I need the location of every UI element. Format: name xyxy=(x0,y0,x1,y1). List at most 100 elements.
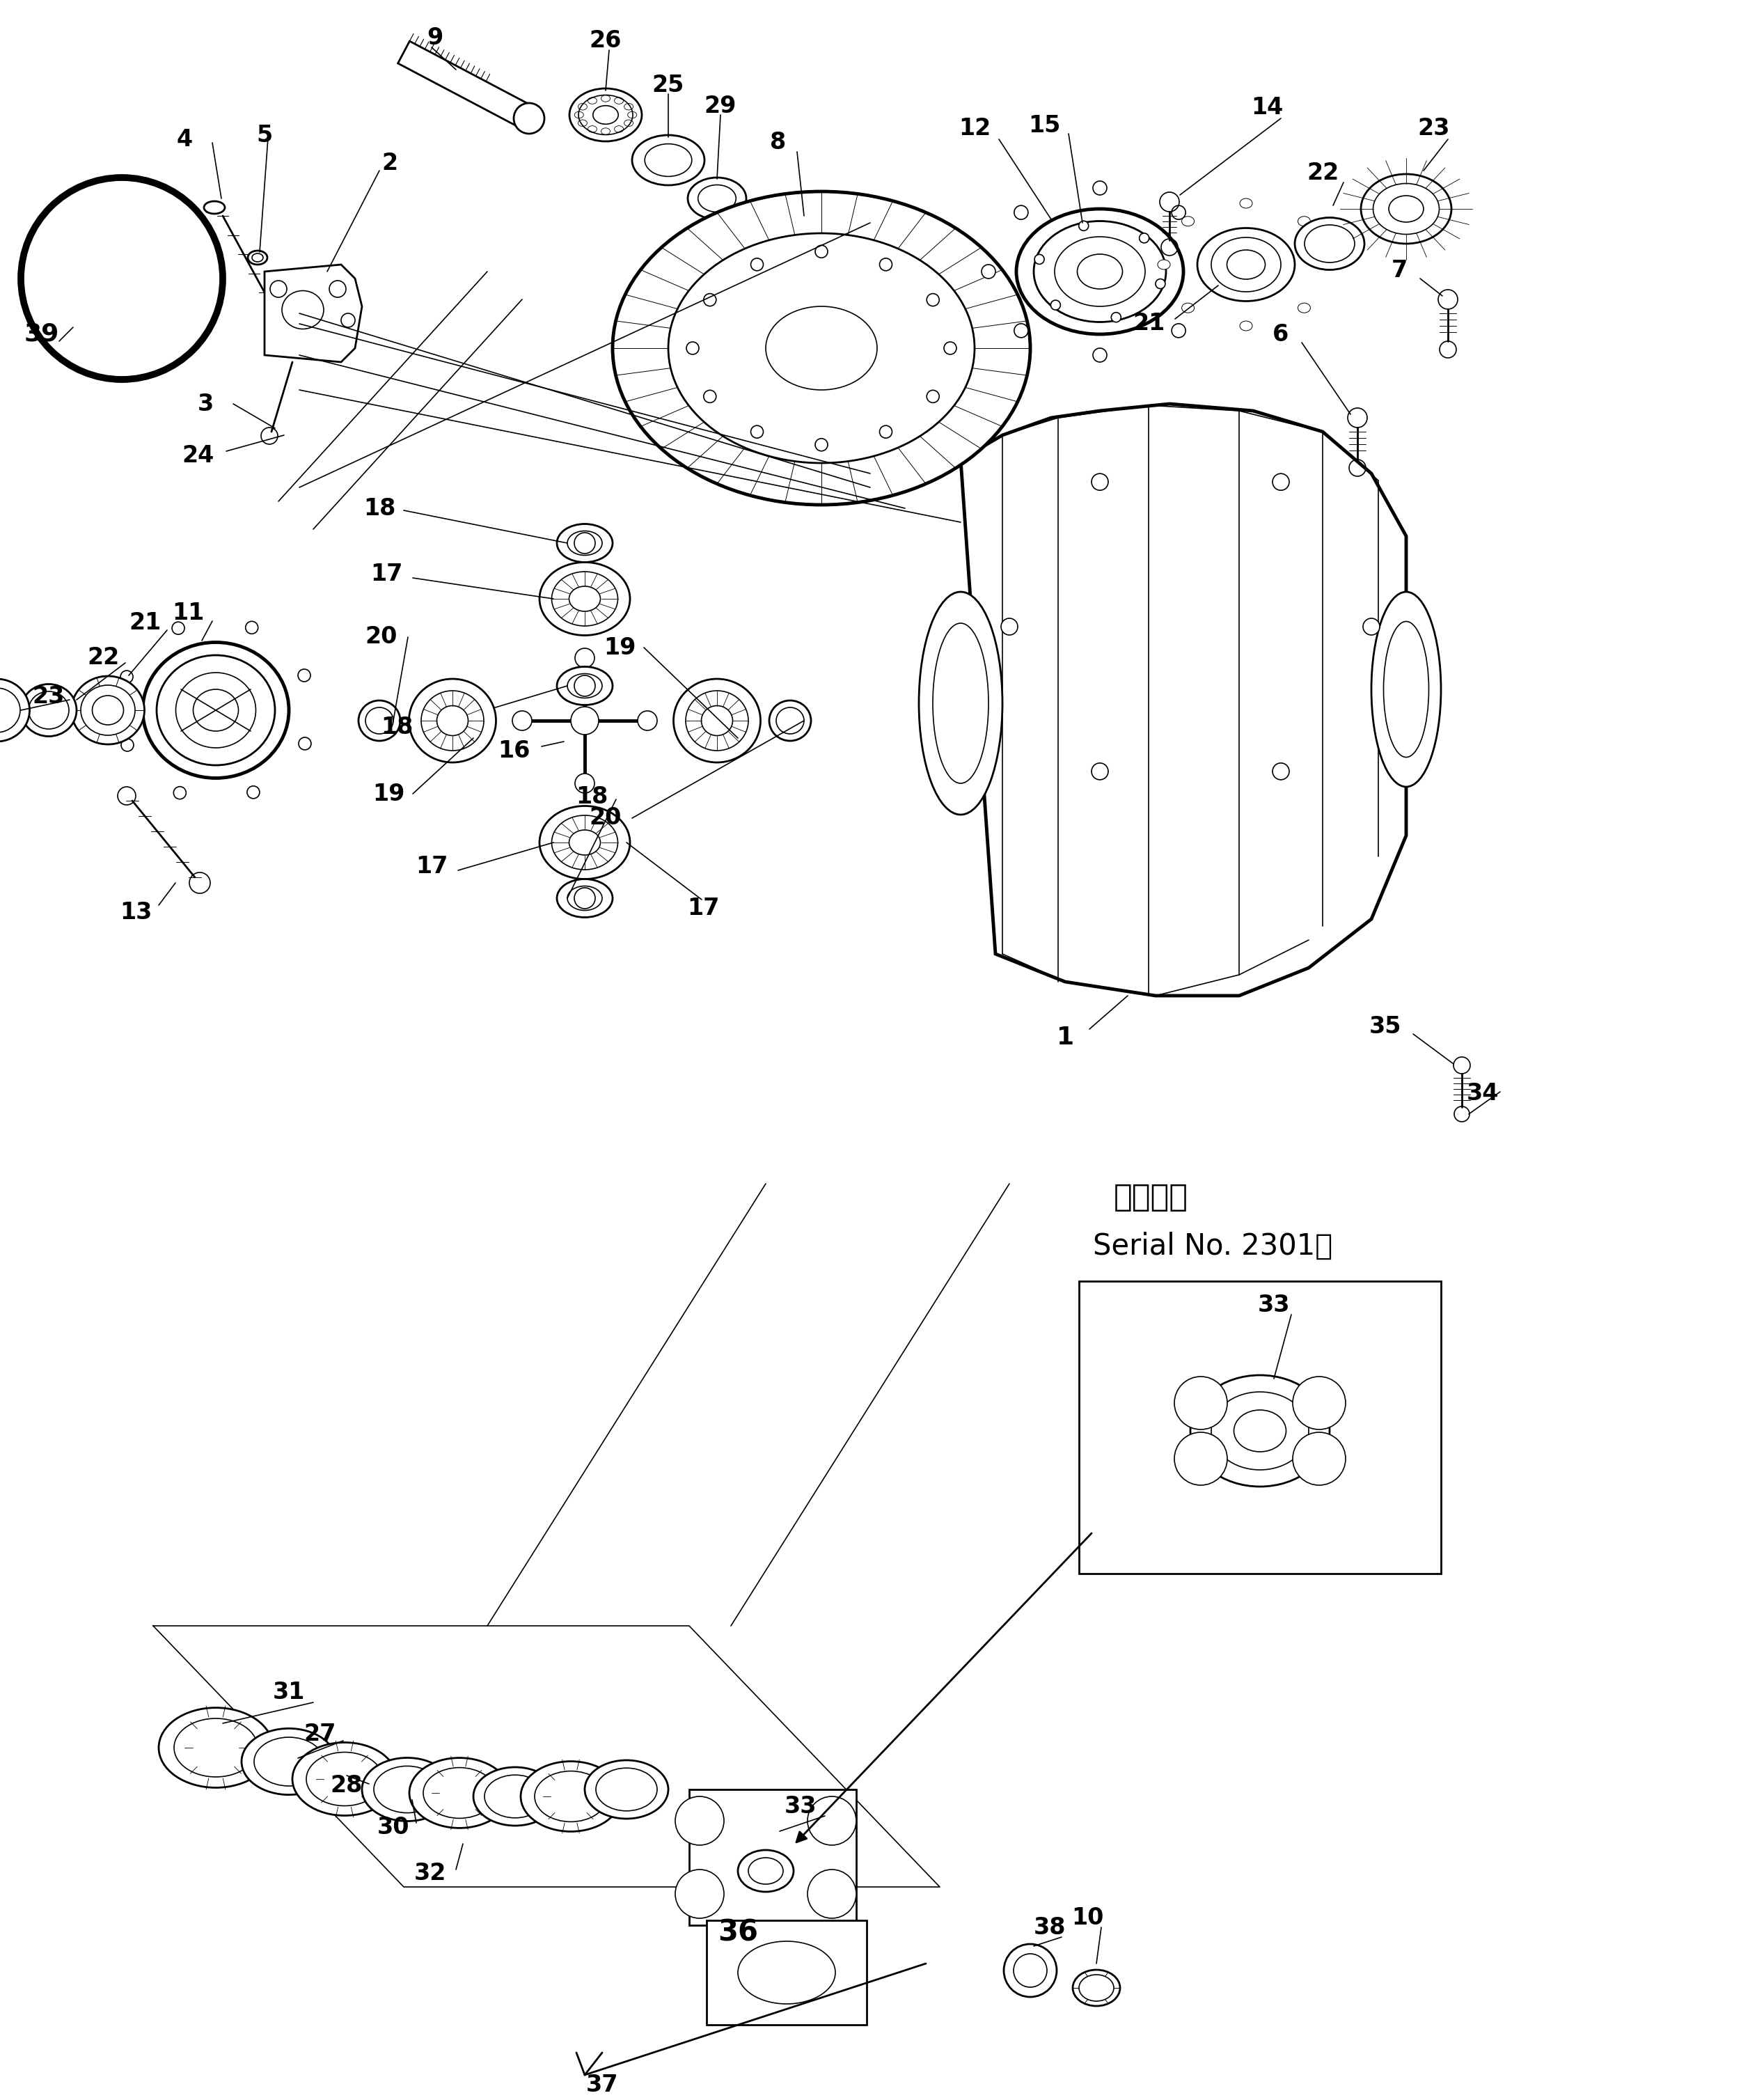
Text: 2: 2 xyxy=(381,151,399,174)
Text: 38: 38 xyxy=(1034,1915,1065,1938)
Circle shape xyxy=(703,391,716,403)
Text: 適用号機: 適用号機 xyxy=(1114,1182,1189,1212)
Circle shape xyxy=(172,622,185,634)
Circle shape xyxy=(1139,233,1149,244)
Ellipse shape xyxy=(766,307,877,391)
Ellipse shape xyxy=(557,880,613,918)
Circle shape xyxy=(299,737,312,750)
Text: 3: 3 xyxy=(197,393,214,416)
Ellipse shape xyxy=(632,134,705,185)
Text: 15: 15 xyxy=(1027,113,1060,136)
Circle shape xyxy=(1093,181,1107,195)
Ellipse shape xyxy=(143,643,289,779)
Ellipse shape xyxy=(157,655,275,764)
Ellipse shape xyxy=(362,1758,453,1821)
Circle shape xyxy=(686,342,698,355)
Text: 19: 19 xyxy=(373,783,404,804)
Ellipse shape xyxy=(409,1758,510,1827)
Bar xyxy=(689,1789,857,1926)
Circle shape xyxy=(750,426,763,439)
Circle shape xyxy=(676,1869,724,1917)
Polygon shape xyxy=(265,265,362,361)
Text: 22: 22 xyxy=(1306,162,1339,185)
Ellipse shape xyxy=(21,685,77,737)
Ellipse shape xyxy=(686,691,749,750)
Ellipse shape xyxy=(569,830,601,855)
Ellipse shape xyxy=(484,1774,545,1819)
Ellipse shape xyxy=(569,586,601,611)
Text: 6: 6 xyxy=(1273,323,1288,347)
Circle shape xyxy=(575,676,595,697)
Ellipse shape xyxy=(1034,220,1166,321)
Ellipse shape xyxy=(1072,1970,1119,2005)
Text: 21: 21 xyxy=(1132,313,1165,336)
Ellipse shape xyxy=(174,1718,258,1777)
Ellipse shape xyxy=(1240,321,1252,330)
Ellipse shape xyxy=(359,701,400,741)
Ellipse shape xyxy=(738,1940,836,2003)
Ellipse shape xyxy=(919,592,1003,815)
Ellipse shape xyxy=(204,202,225,214)
Polygon shape xyxy=(961,403,1407,995)
Text: 8: 8 xyxy=(770,130,787,153)
Ellipse shape xyxy=(669,233,975,462)
Text: 28: 28 xyxy=(331,1774,362,1798)
Ellipse shape xyxy=(770,701,811,741)
Ellipse shape xyxy=(1240,197,1252,208)
Text: 27: 27 xyxy=(305,1722,336,1745)
Circle shape xyxy=(1111,313,1121,321)
Text: 30: 30 xyxy=(378,1816,409,1840)
Text: 32: 32 xyxy=(414,1861,446,1884)
Text: 26: 26 xyxy=(590,29,622,53)
Text: 18: 18 xyxy=(381,716,413,739)
Circle shape xyxy=(982,265,996,279)
Circle shape xyxy=(1034,254,1045,265)
Ellipse shape xyxy=(28,691,70,729)
Ellipse shape xyxy=(1234,1409,1287,1451)
Circle shape xyxy=(926,391,938,403)
Ellipse shape xyxy=(702,706,733,735)
Text: 16: 16 xyxy=(498,739,529,762)
Text: 20: 20 xyxy=(590,806,622,830)
Ellipse shape xyxy=(1384,622,1429,758)
Circle shape xyxy=(1294,1432,1346,1485)
Circle shape xyxy=(944,342,956,355)
Text: 36: 36 xyxy=(717,1917,757,1947)
Circle shape xyxy=(1005,1945,1057,1997)
Ellipse shape xyxy=(1182,302,1194,313)
Ellipse shape xyxy=(1079,1974,1114,2001)
Ellipse shape xyxy=(71,676,145,743)
Circle shape xyxy=(1175,1378,1227,1430)
Circle shape xyxy=(1172,206,1186,218)
Text: 19: 19 xyxy=(604,636,635,659)
Text: 29: 29 xyxy=(705,94,736,118)
Text: 17: 17 xyxy=(688,897,719,920)
Ellipse shape xyxy=(374,1766,440,1812)
Circle shape xyxy=(247,785,259,798)
Text: 18: 18 xyxy=(364,498,395,521)
Circle shape xyxy=(815,246,827,258)
Circle shape xyxy=(1052,300,1060,311)
Ellipse shape xyxy=(193,689,239,731)
Circle shape xyxy=(245,622,258,634)
Ellipse shape xyxy=(80,685,136,735)
Circle shape xyxy=(879,426,891,439)
Text: 21: 21 xyxy=(129,611,160,634)
Text: 7: 7 xyxy=(1391,258,1407,281)
Text: 20: 20 xyxy=(366,626,397,649)
Circle shape xyxy=(120,670,132,682)
Text: 23: 23 xyxy=(1417,118,1450,141)
Ellipse shape xyxy=(674,678,761,762)
Circle shape xyxy=(1273,475,1290,489)
Ellipse shape xyxy=(613,191,1031,504)
Ellipse shape xyxy=(557,525,613,563)
Ellipse shape xyxy=(409,678,496,762)
Circle shape xyxy=(1273,762,1290,779)
Circle shape xyxy=(1205,265,1219,279)
Text: 11: 11 xyxy=(172,601,204,624)
Ellipse shape xyxy=(1374,183,1440,235)
Text: 35: 35 xyxy=(1368,1016,1402,1040)
Ellipse shape xyxy=(1212,237,1281,292)
Text: 12: 12 xyxy=(959,118,991,141)
Text: 14: 14 xyxy=(1250,97,1283,120)
